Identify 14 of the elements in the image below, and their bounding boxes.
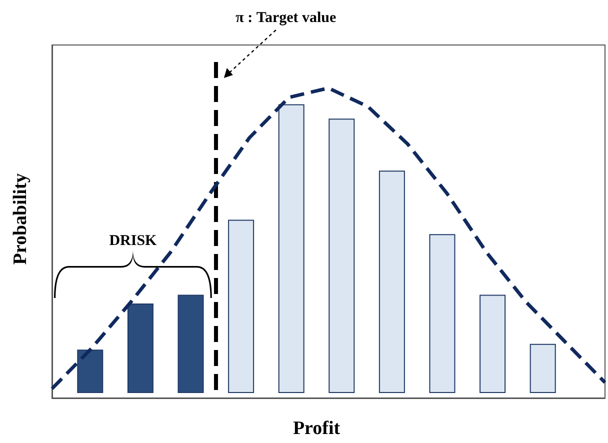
bar — [480, 294, 506, 393]
bar — [429, 234, 456, 393]
bar — [178, 294, 204, 393]
y-axis-title: Probability — [10, 172, 31, 265]
text: π : Target value — [236, 10, 337, 26]
bar — [278, 104, 304, 393]
bar — [228, 220, 254, 393]
bar — [77, 350, 104, 393]
bar — [127, 303, 154, 393]
bar — [328, 118, 355, 393]
bar — [378, 170, 405, 393]
annotation: DRISK — [109, 233, 158, 249]
bar — [530, 344, 556, 393]
x-axis-title: Profit — [292, 418, 341, 439]
